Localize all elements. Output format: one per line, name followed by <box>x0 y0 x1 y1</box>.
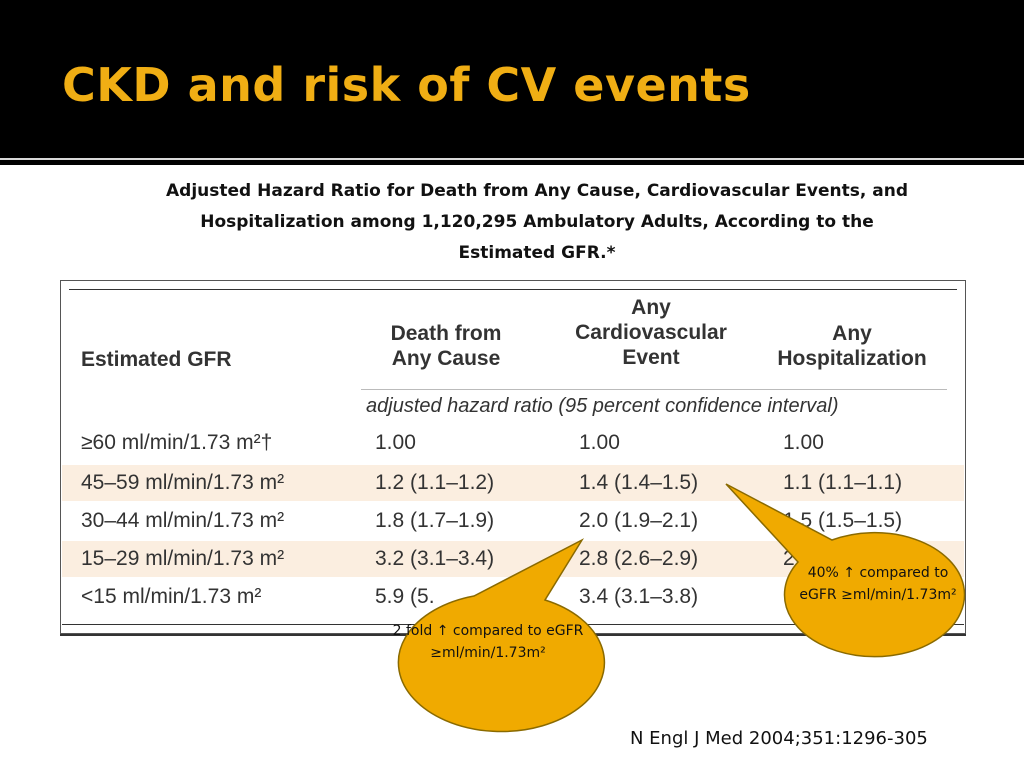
title-divider-gap <box>0 158 1024 160</box>
cell-gfr: 45–59 ml/min/1.73 m² <box>81 471 285 494</box>
table-row: 45–59 ml/min/1.73 m² 1.2 (1.1–1.2) 1.4 (… <box>62 465 964 501</box>
callout-2-fold-text: 2 fold ↑ compared to eGFR ≥ml/min/1.73m² <box>392 623 584 661</box>
table-caption: Adjusted Hazard Ratio for Death from Any… <box>166 181 908 263</box>
header-death-any-cause: Death from Any Cause <box>390 322 502 370</box>
citation: N Engl J Med 2004;351:1296-305 <box>630 728 928 749</box>
header-hospitalization: Any Hospitalization <box>777 322 927 370</box>
table-row: ≥60 ml/min/1.73 m²† 1.00 1.00 1.00 <box>62 425 964 461</box>
cell-cv: 1.00 <box>579 431 620 454</box>
header-estimated-gfr: Estimated GFR <box>81 348 232 371</box>
title-divider <box>0 160 1024 165</box>
cell-hosp: 1.5 (1.5–1.5) <box>783 509 903 532</box>
cell-cv: 2.8 (2.6–2.9) <box>579 547 699 570</box>
table-subheader: adjusted hazard ratio (95 percent confid… <box>366 395 839 417</box>
table-top-rule <box>69 289 957 290</box>
table-row: 30–44 ml/min/1.73 m² 1.8 (1.7–1.9) 2.0 (… <box>62 503 964 539</box>
title-bar: CKD and risk of CV events <box>0 0 1024 158</box>
cell-death: 1.8 (1.7–1.9) <box>375 509 495 532</box>
cell-death: 3.2 (3.1–3.4) <box>375 547 495 570</box>
header-cardiovascular-event: Any Cardiovascular Event <box>575 296 727 369</box>
cell-death: 1.00 <box>375 431 416 454</box>
cell-gfr: <15 ml/min/1.73 m² <box>81 585 262 608</box>
cell-gfr: ≥60 ml/min/1.73 m²† <box>81 431 273 454</box>
cell-death: 1.2 (1.1–1.2) <box>375 471 495 494</box>
cell-cv: 2.0 (1.9–2.1) <box>579 509 699 532</box>
cell-hosp: 1.1 (1.1–1.1) <box>783 471 903 494</box>
cell-gfr: 15–29 ml/min/1.73 m² <box>81 547 285 570</box>
cell-gfr: 30–44 ml/min/1.73 m² <box>81 509 285 532</box>
cell-hosp: 1.00 <box>783 431 824 454</box>
callout-40-percent-text: 40% ↑ compared to eGFR ≥ml/min/1.73m² <box>799 565 957 603</box>
slide-title: CKD and risk of CV events <box>62 58 751 112</box>
cell-cv: 3.4 (3.1–3.8) <box>579 585 699 608</box>
cell-cv: 1.4 (1.4–1.5) <box>579 471 699 494</box>
subheader-rule <box>361 389 947 390</box>
cell-death: 5.9 (5. <box>375 585 435 608</box>
